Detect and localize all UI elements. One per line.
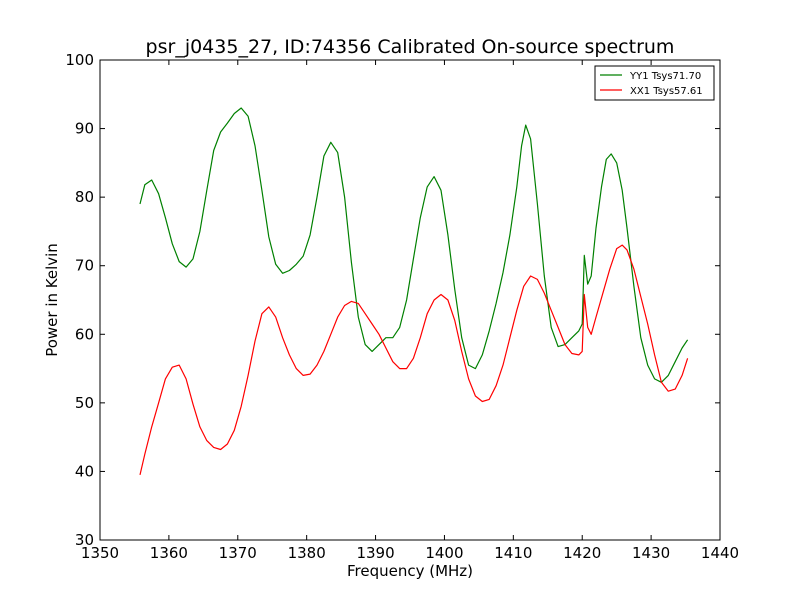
legend: YY1 Tsys71.70 XX1 Tsys57.61 [594,65,715,101]
chart-title: psr_j0435_27, ID:74356 Calibrated On-sou… [146,36,675,58]
x-tick-label: 1360 [150,544,188,562]
y-axis-label: Power in Kelvin [43,243,61,357]
series-layer [139,107,689,476]
x-tick-label: 1420 [563,544,601,562]
legend-label-1: XX1 Tsys57.61 [630,86,703,97]
y-tick-label: 50 [75,394,94,412]
x-tick-label: 1390 [356,544,394,562]
x-tick-label: 1380 [288,544,326,562]
y-tick-label: 80 [75,188,94,206]
x-axis-label: Frequency (MHz) [347,562,473,580]
y-tick-label: 100 [65,51,94,69]
y-tick-label: 30 [75,531,94,549]
x-tick-label: 1370 [219,544,257,562]
x-tick-label: 1440 [701,544,739,562]
x-tick-label: 1350 [81,544,119,562]
x-tick-label: 1400 [425,544,463,562]
y-tick-label: 90 [75,120,94,138]
series-line-0 [139,107,689,383]
ticks-layer: 1350 1360 1370 1380 1390 1400 1410 1420 1430 1440… [65,51,739,562]
y-tick-label: 40 [75,462,94,480]
x-tick-label: 1410 [494,544,532,562]
x-tick-label: 1430 [632,544,670,562]
legend-label-0: YY1 Tsys71.70 [629,71,701,82]
y-tick-label: 60 [75,325,94,343]
legend-box [594,65,715,101]
plot-frame [99,59,721,541]
y-tick-label: 70 [75,257,94,275]
series-line-1 [139,244,689,476]
